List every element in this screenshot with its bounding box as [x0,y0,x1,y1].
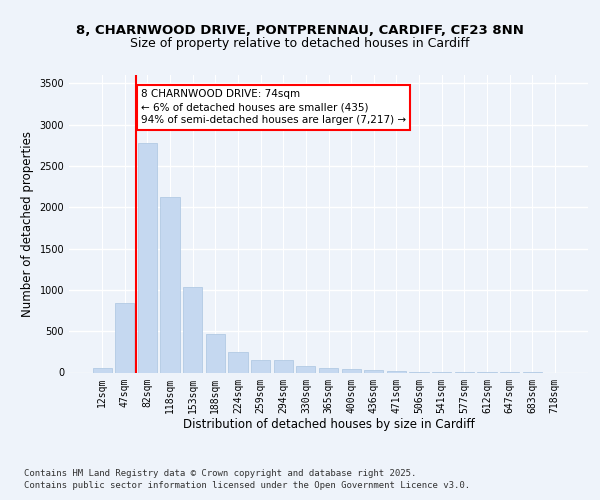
X-axis label: Distribution of detached houses by size in Cardiff: Distribution of detached houses by size … [182,418,475,431]
Text: Contains HM Land Registry data © Crown copyright and database right 2025.: Contains HM Land Registry data © Crown c… [24,470,416,478]
Bar [251,360,270,372]
Bar [183,286,202,372]
Text: Size of property relative to detached houses in Cardiff: Size of property relative to detached ho… [130,38,470,51]
Bar [387,371,406,372]
Bar [160,198,180,372]
Bar [364,370,383,372]
Y-axis label: Number of detached properties: Number of detached properties [21,130,34,317]
Text: Contains public sector information licensed under the Open Government Licence v3: Contains public sector information licen… [24,482,470,490]
Bar [92,368,112,372]
Text: 8 CHARNWOOD DRIVE: 74sqm
← 6% of detached houses are smaller (435)
94% of semi-d: 8 CHARNWOOD DRIVE: 74sqm ← 6% of detache… [140,89,406,126]
Bar [341,369,361,372]
Bar [296,366,316,372]
Bar [206,334,225,372]
Bar [115,303,134,372]
Bar [274,360,293,372]
Text: 8, CHARNWOOD DRIVE, PONTPRENNAU, CARDIFF, CF23 8NN: 8, CHARNWOOD DRIVE, PONTPRENNAU, CARDIFF… [76,24,524,38]
Bar [319,368,338,372]
Bar [138,143,157,372]
Bar [229,352,248,372]
